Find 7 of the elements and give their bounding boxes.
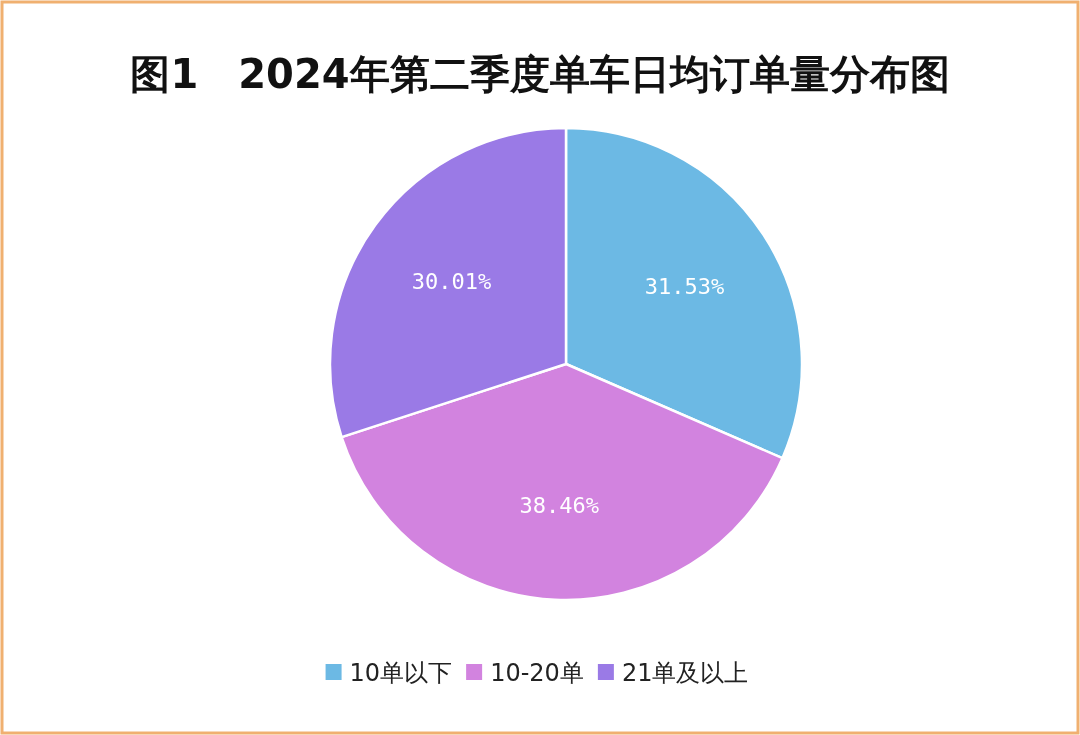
data-label: 30.01%: [411, 268, 492, 294]
legend-label: 10-20单: [490, 659, 584, 687]
legend-label: 10单以下: [349, 659, 453, 687]
legend-label: 21单及以上: [621, 659, 749, 687]
chart-title: 图1 2024年第二季度单车日均订单量分布图: [130, 51, 950, 97]
data-label: 38.46%: [519, 493, 599, 519]
data-label: 31.53%: [644, 274, 725, 300]
